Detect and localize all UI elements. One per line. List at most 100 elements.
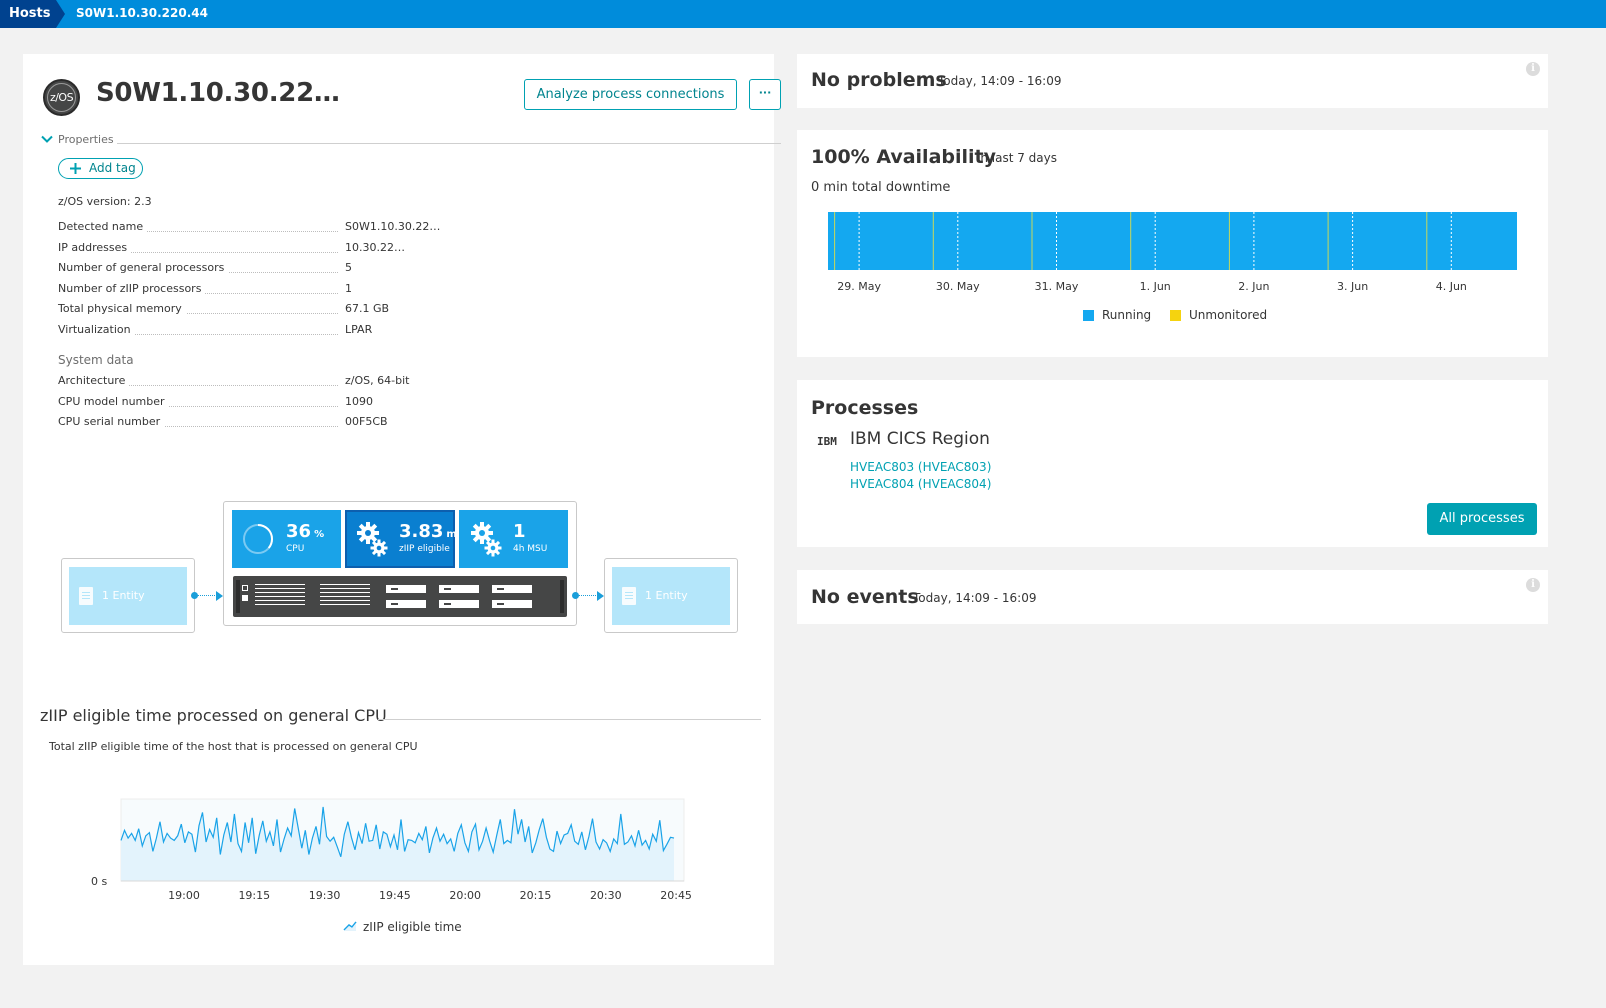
cpu-usage-ring-icon — [243, 524, 273, 554]
ziip-chart[interactable]: 0 s 19:00 19:15 19:30 19:45 20:00 20:15 20:30 20… — [23, 789, 763, 939]
properties-divider — [117, 143, 781, 144]
add-tag-label: Add tag — [89, 161, 136, 175]
legend-running-swatch — [1083, 310, 1094, 321]
day-tick-label: 29. May — [837, 280, 881, 293]
x-tick-label: 19:00 — [168, 889, 200, 902]
legend-unmonitored-swatch — [1170, 310, 1181, 321]
x-tick-label: 20:45 — [660, 889, 692, 902]
rack-slot — [492, 585, 532, 593]
called-entity-tile: 1 Entity — [612, 567, 730, 625]
property-row: Number of zIIP processors 1 — [58, 282, 436, 296]
events-title: No events — [811, 586, 919, 608]
running-bar[interactable] — [828, 212, 1517, 270]
cpu-value-wrap: 36% — [286, 521, 324, 542]
gears-icon — [357, 522, 388, 557]
breadcrumb-current-host: S0W1.10.30.220.44 — [76, 6, 208, 20]
property-value: 00F5CB — [345, 415, 388, 428]
calling-entity-label: 1 Entity — [102, 589, 145, 602]
property-value: 5 — [345, 261, 352, 274]
property-key: Architecture — [58, 374, 130, 387]
property-key: Number of zIIP processors — [58, 282, 206, 295]
process-link[interactable]: HVEAC804 (HVEAC804) — [850, 477, 992, 491]
day-tick-label: 30. May — [936, 280, 980, 293]
document-icon — [79, 587, 93, 605]
chevron-down-icon — [41, 135, 53, 143]
msu-tile[interactable]: 1 4h MSU — [459, 510, 568, 568]
rack-led — [242, 585, 248, 591]
dotted-leader — [58, 231, 338, 232]
rack-slot — [386, 600, 426, 608]
cpu-tile[interactable]: 36% CPU — [232, 510, 341, 568]
dotted-leader — [58, 406, 338, 407]
connection-line — [579, 595, 596, 596]
all-processes-button[interactable]: All processes — [1427, 503, 1537, 535]
calling-entity-frame[interactable]: 1 Entity — [61, 558, 195, 633]
property-row: Detected name S0W1.10.30.22… — [58, 220, 440, 234]
legend-unmonitored-label: Unmonitored — [1189, 308, 1268, 322]
ziip-chart-title: zIIP eligible time processed on general … — [40, 706, 387, 725]
day-tick-label: 1. Jun — [1140, 280, 1171, 293]
ziip-chart-subtitle: Total zIIP eligible time of the host tha… — [49, 740, 418, 753]
calling-entity-tile: 1 Entity — [69, 567, 187, 625]
cpu-unit: % — [314, 529, 325, 540]
legend-ziip[interactable]: zIIP eligible time — [343, 920, 462, 934]
x-tick-label: 20:00 — [449, 889, 481, 902]
breadcrumb-hosts[interactable]: Hosts — [0, 0, 65, 28]
rack-slot — [439, 585, 479, 593]
connection-dot — [572, 592, 579, 599]
ziip-unit: m — [446, 529, 457, 540]
dotted-leader — [58, 334, 338, 335]
connection-arrow-icon — [216, 591, 223, 601]
availability-title: 100% Availability — [811, 146, 996, 168]
property-value: 1 — [345, 282, 352, 295]
legend-running-label: Running — [1102, 308, 1152, 322]
ziip-series-line — [120, 806, 675, 858]
property-row: IP addresses 10.30.22… — [58, 241, 436, 255]
line-chart-icon-fill — [344, 923, 356, 931]
top-navigation-bar: Hosts S0W1.10.30.220.44 — [0, 0, 1606, 28]
property-key: CPU model number — [58, 395, 169, 408]
problems-time-range: Today, 14:09 - 16:09 — [938, 74, 1062, 88]
property-key: Total physical memory — [58, 302, 186, 315]
y-tick-label: 0 s — [91, 875, 107, 888]
info-icon[interactable]: i — [1526, 578, 1540, 592]
processes-title: Processes — [811, 397, 919, 419]
ziip-value: 3.83 — [399, 521, 444, 542]
availability-chart[interactable]: 29. May 30. May 31. May 1. Jun 2. Jun 3. Jun 4… — [797, 208, 1548, 308]
process-link[interactable]: HVEAC803 (HVEAC803) — [850, 460, 992, 474]
total-downtime: 0 min total downtime — [811, 180, 951, 195]
more-actions-button[interactable]: ··· — [749, 79, 781, 110]
day-tick-label: 3. Jun — [1337, 280, 1368, 293]
gears-icon — [471, 522, 502, 557]
ziip-label: zIIP eligible — [399, 544, 450, 554]
x-tick-label: 20:15 — [520, 889, 552, 902]
x-tick-label: 19:30 — [309, 889, 341, 902]
availability-period: in last 7 days — [977, 151, 1057, 165]
rack-slot — [386, 585, 426, 593]
x-tick-label: 20:30 — [590, 889, 622, 902]
problems-title: No problems — [811, 69, 947, 91]
property-key: Number of general processors — [58, 261, 229, 274]
property-value: LPAR — [345, 323, 373, 336]
info-icon[interactable]: i — [1526, 62, 1540, 76]
availability-card: 100% Availability in last 7 days 0 min t… — [797, 130, 1548, 357]
rack-stripes — [255, 584, 305, 608]
line-chart-icon — [343, 921, 357, 931]
analyze-process-connections-button[interactable]: Analyze process connections — [524, 79, 737, 110]
connection-line — [198, 595, 215, 596]
process-group-name[interactable]: IBM CICS Region — [850, 429, 990, 449]
properties-toggle[interactable]: Properties — [41, 133, 781, 147]
msu-label: 4h MSU — [513, 544, 548, 554]
dotted-leader — [58, 252, 338, 253]
property-value: 1090 — [345, 395, 373, 408]
property-row: Number of general processors 5 — [58, 261, 436, 275]
ziip-eligible-tile[interactable]: 3.83 m zIIP eligible — [345, 510, 457, 568]
property-row: Virtualization LPAR — [58, 323, 436, 337]
rack-slot — [439, 600, 479, 608]
rack-slot — [492, 600, 532, 608]
property-row: Architecture z/OS, 64-bit — [58, 374, 436, 388]
called-entity-frame[interactable]: 1 Entity — [604, 558, 738, 633]
rack-rail — [560, 580, 564, 613]
property-row: CPU model number 1090 — [58, 395, 436, 409]
add-tag-button[interactable]: Add tag — [58, 158, 143, 179]
